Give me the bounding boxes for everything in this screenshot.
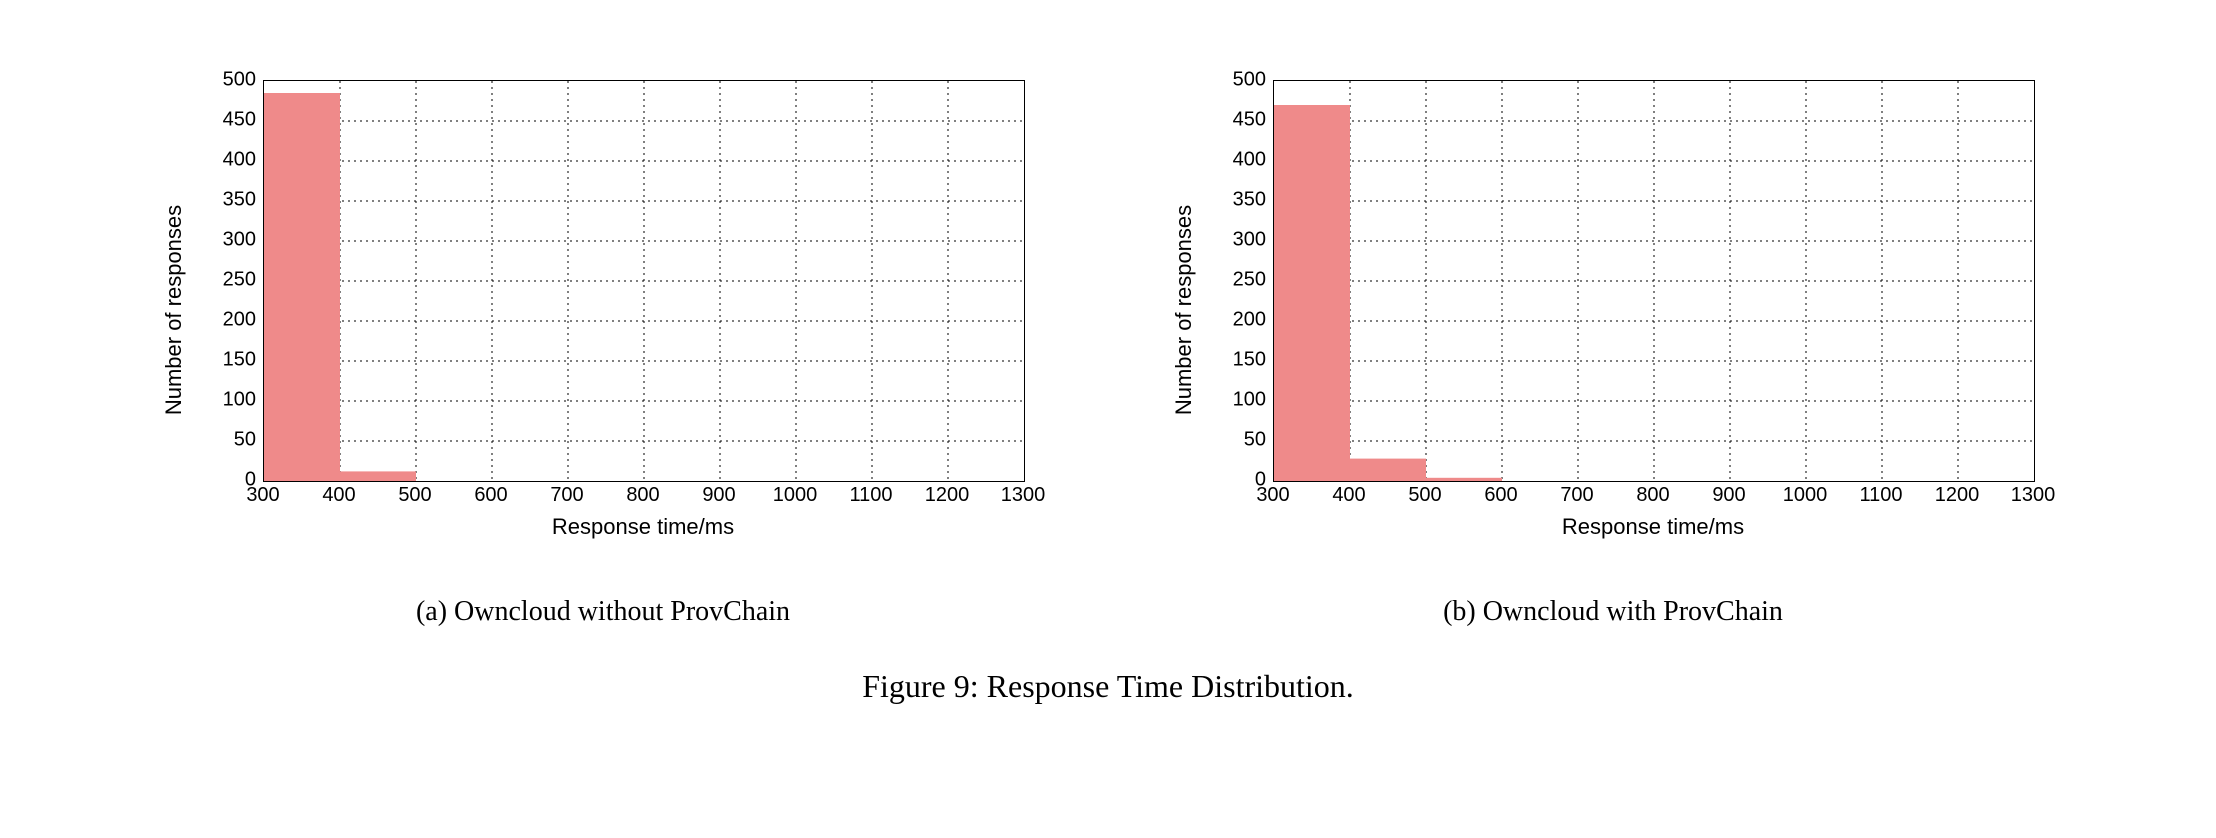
ytick-label: 250 — [1178, 269, 1266, 292]
ytick-label: 150 — [168, 349, 256, 372]
ytick-label: 100 — [168, 389, 256, 412]
ytick-label: 50 — [1178, 429, 1266, 452]
xtick-label: 1000 — [1783, 484, 1828, 507]
panel-b: Number of responses 05010015020025030035… — [1178, 70, 2048, 628]
xtick-label: 1300 — [2011, 484, 2056, 507]
xtick-label: 1100 — [1859, 484, 1902, 507]
ytick-label: 150 — [1178, 349, 1266, 372]
chart-b-plot-area — [1273, 80, 2035, 482]
xtick-label: 300 — [1256, 484, 1289, 507]
ytick-label: 200 — [1178, 309, 1266, 332]
ytick-label: 450 — [168, 109, 256, 132]
xtick-label: 400 — [322, 484, 355, 507]
panel-row: Number of responses 05010015020025030035… — [0, 70, 2216, 628]
xtick-label: 900 — [1712, 484, 1745, 507]
ytick-label: 0 — [1178, 469, 1266, 492]
ytick-label: 500 — [1178, 69, 1266, 92]
ytick-label: 350 — [1178, 189, 1266, 212]
ytick-label: 300 — [168, 229, 256, 252]
ytick-label: 400 — [1178, 149, 1266, 172]
ytick-label: 400 — [168, 149, 256, 172]
xtick-label: 500 — [398, 484, 431, 507]
ytick-label: 100 — [1178, 389, 1266, 412]
xtick-label: 400 — [1332, 484, 1365, 507]
ytick-label: 500 — [168, 69, 256, 92]
chart-b: Number of responses 05010015020025030035… — [1178, 70, 2048, 550]
ytick-label: 350 — [168, 189, 256, 212]
chart-a-xlabel: Response time/ms — [263, 514, 1023, 540]
ytick-label: 200 — [168, 309, 256, 332]
figure-caption: Figure 9: Response Time Distribution. — [0, 668, 2216, 705]
xtick-label: 1300 — [1001, 484, 1046, 507]
panel-b-subcaption: (b) Owncloud with ProvChain — [1443, 596, 1783, 628]
ytick-label: 450 — [1178, 109, 1266, 132]
ytick-label: 0 — [168, 469, 256, 492]
xtick-label: 600 — [474, 484, 507, 507]
xtick-label: 600 — [1484, 484, 1517, 507]
xtick-label: 1000 — [773, 484, 818, 507]
chart-a-yticks: 050100150200250300350400450500 — [168, 80, 256, 480]
xtick-label: 300 — [246, 484, 279, 507]
chart-a: Number of responses 05010015020025030035… — [168, 70, 1038, 550]
xtick-label: 1100 — [849, 484, 892, 507]
xtick-label: 700 — [550, 484, 583, 507]
figure-response-time-distribution: Number of responses 05010015020025030035… — [0, 70, 2216, 705]
xtick-label: 700 — [1560, 484, 1593, 507]
xtick-label: 500 — [1408, 484, 1441, 507]
ytick-label: 300 — [1178, 229, 1266, 252]
chart-b-svg — [1274, 81, 2034, 481]
ytick-label: 250 — [168, 269, 256, 292]
xtick-label: 800 — [626, 484, 659, 507]
chart-b-yticks: 050100150200250300350400450500 — [1178, 80, 1266, 480]
xtick-label: 1200 — [1935, 484, 1980, 507]
xtick-label: 800 — [1636, 484, 1669, 507]
chart-a-plot-area — [263, 80, 1025, 482]
xtick-label: 900 — [702, 484, 735, 507]
xtick-label: 1200 — [925, 484, 970, 507]
chart-a-svg — [264, 81, 1024, 481]
panel-a: Number of responses 05010015020025030035… — [168, 70, 1038, 628]
ytick-label: 50 — [168, 429, 256, 452]
panel-a-subcaption: (a) Owncloud without ProvChain — [416, 596, 790, 628]
chart-b-xlabel: Response time/ms — [1273, 514, 2033, 540]
